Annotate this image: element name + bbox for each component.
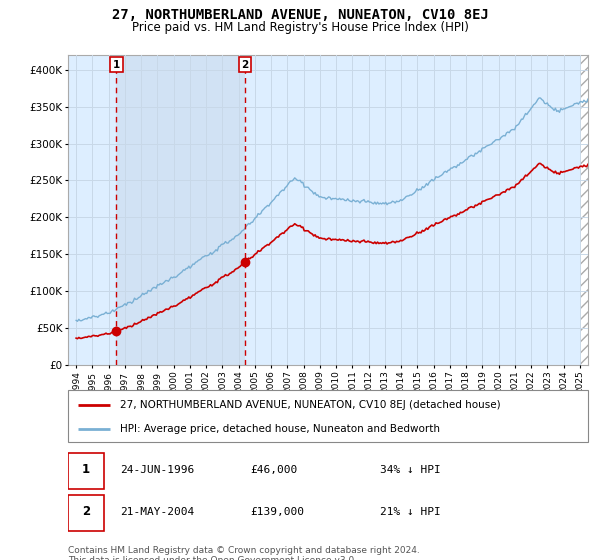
Text: 34% ↓ HPI: 34% ↓ HPI xyxy=(380,465,441,475)
Text: 27, NORTHUMBERLAND AVENUE, NUNEATON, CV10 8EJ (detached house): 27, NORTHUMBERLAND AVENUE, NUNEATON, CV1… xyxy=(120,400,500,409)
Text: 2: 2 xyxy=(241,60,248,69)
Text: 1: 1 xyxy=(82,463,90,477)
Text: 21% ↓ HPI: 21% ↓ HPI xyxy=(380,507,441,516)
Text: 27, NORTHUMBERLAND AVENUE, NUNEATON, CV10 8EJ: 27, NORTHUMBERLAND AVENUE, NUNEATON, CV1… xyxy=(112,8,488,22)
Text: £139,000: £139,000 xyxy=(250,507,304,516)
Bar xyxy=(116,55,245,365)
Text: 2: 2 xyxy=(82,505,90,518)
Bar xyxy=(580,55,588,365)
Text: HPI: Average price, detached house, Nuneaton and Bedworth: HPI: Average price, detached house, Nune… xyxy=(120,424,440,434)
FancyBboxPatch shape xyxy=(68,390,588,442)
Text: 1: 1 xyxy=(113,60,120,69)
Text: 24-JUN-1996: 24-JUN-1996 xyxy=(120,465,194,475)
FancyBboxPatch shape xyxy=(68,494,104,531)
Text: 21-MAY-2004: 21-MAY-2004 xyxy=(120,507,194,516)
Text: Price paid vs. HM Land Registry's House Price Index (HPI): Price paid vs. HM Land Registry's House … xyxy=(131,21,469,34)
Text: £46,000: £46,000 xyxy=(250,465,297,475)
Text: Contains HM Land Registry data © Crown copyright and database right 2024.
This d: Contains HM Land Registry data © Crown c… xyxy=(68,546,420,560)
FancyBboxPatch shape xyxy=(68,452,104,489)
